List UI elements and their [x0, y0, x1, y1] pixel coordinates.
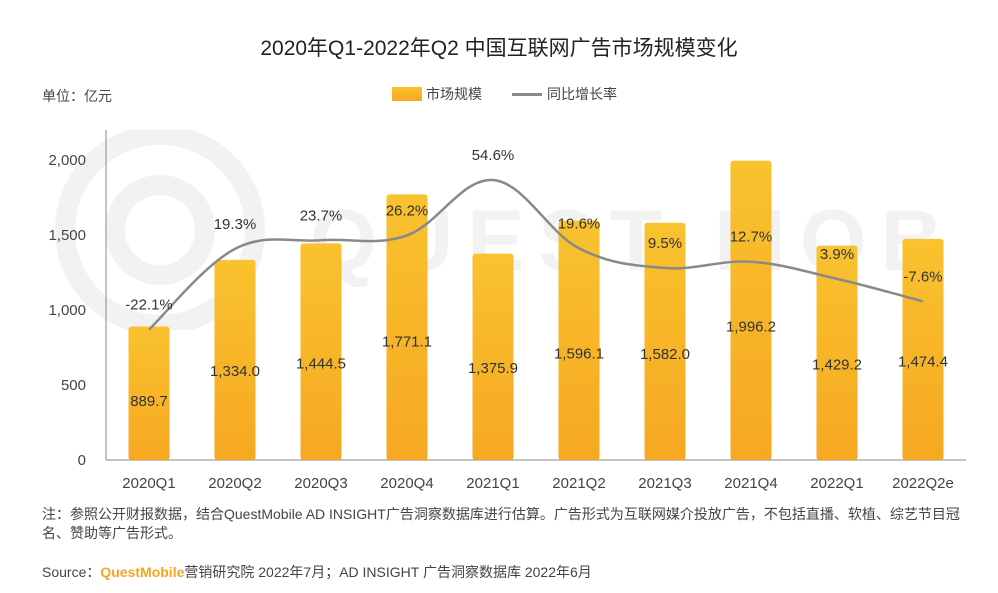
- growth-rate-label: 26.2%: [386, 202, 429, 219]
- bar: [386, 194, 428, 460]
- bar-value-label: 1,474.4: [898, 353, 948, 370]
- bar-value-label: 1,429.2: [812, 357, 862, 374]
- bar: [644, 222, 686, 460]
- source-rest: 营销研究院 2022年7月；AD INSIGHT 广告洞察数据库 2022年6月: [184, 564, 592, 580]
- growth-rate-label: 54.6%: [472, 147, 515, 164]
- x-tick-label: 2020Q4: [380, 475, 433, 492]
- bar-value-label: 1,771.1: [382, 333, 432, 350]
- growth-rate-label: 19.6%: [558, 215, 601, 232]
- growth-rate-label: 23.7%: [300, 207, 343, 224]
- legend-item-line: 同比增长率: [482, 84, 617, 104]
- bar: [902, 238, 944, 460]
- x-tick-label: 2022Q1: [810, 475, 863, 492]
- bar: [128, 326, 170, 460]
- source-brand: QuestMobile: [100, 564, 185, 580]
- y-tick-label: 500: [61, 377, 86, 394]
- bar-value-label: 1,582.0: [640, 346, 690, 363]
- x-tick-label: 2021Q4: [724, 475, 777, 492]
- bar: [214, 259, 256, 460]
- bar-value-label: 1,334.0: [210, 363, 260, 380]
- legend-line-label: 同比增长率: [547, 86, 617, 102]
- bar: [816, 245, 858, 460]
- bar-value-label: 889.7: [130, 393, 168, 410]
- bar-value-label: 1,444.5: [296, 355, 346, 372]
- x-tick-label: 2020Q3: [294, 475, 347, 492]
- bar-value-label: 1,996.2: [726, 318, 776, 335]
- legend-line-swatch: [512, 92, 542, 96]
- x-tick-label: 2021Q1: [466, 475, 519, 492]
- growth-rate-line: [148, 178, 924, 331]
- y-tick-label: 1,000: [48, 302, 86, 319]
- bar: [300, 243, 342, 460]
- bar-value-label: 1,375.9: [468, 360, 518, 377]
- growth-rate-label: -22.1%: [125, 297, 173, 314]
- chart-title: 2020年Q1-2022年Q2 中国互联网广告市场规模变化: [260, 37, 738, 60]
- growth-rate-label: 12.7%: [730, 229, 773, 246]
- legend-item-bar: 市场规模: [392, 84, 482, 104]
- chart-area: 0 500 1,000 1,500 2,000 889.7 1,334.0 1,444.5 1…: [48, 130, 966, 492]
- x-tick-label: 2020Q1: [122, 475, 175, 492]
- x-tick-label: 2021Q3: [638, 475, 691, 492]
- y-tick-label: 1,500: [48, 227, 86, 244]
- y-tick-label: 0: [78, 452, 86, 469]
- bar: [730, 160, 772, 460]
- growth-rate-label: 3.9%: [820, 246, 854, 263]
- bar: [558, 220, 600, 460]
- x-tick-label: 2022Q2e: [892, 475, 954, 492]
- x-tick-label: 2020Q2: [208, 475, 261, 492]
- footnote: 注：参照公开财报数据，结合QuestMobile AD INSIGHT广告洞察数…: [42, 506, 960, 541]
- growth-rate-label: 19.3%: [214, 216, 257, 233]
- source-prefix: Source：: [42, 564, 101, 580]
- bar-value-label: 1,596.1: [554, 345, 604, 362]
- growth-rate-label: 9.5%: [648, 235, 682, 252]
- y-tick-label: 2,000: [48, 152, 86, 169]
- bar: [472, 253, 514, 460]
- growth-rate-label: -7.6%: [903, 268, 942, 285]
- legend-bar-label: 市场规模: [426, 86, 482, 102]
- legend-bar-swatch: [392, 87, 422, 101]
- source-line: Source：QuestMobile营销研究院 2022年7月；AD INSIG…: [42, 562, 592, 582]
- legend: 市场规模 同比增长率: [392, 84, 617, 104]
- x-tick-label: 2021Q2: [552, 475, 605, 492]
- unit-label: 单位：亿元: [42, 88, 112, 104]
